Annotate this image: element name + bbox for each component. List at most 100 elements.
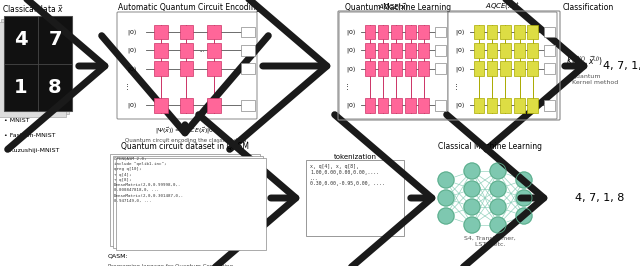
Text: Quantum circuit dataset in QASM: Quantum circuit dataset in QASM xyxy=(121,142,249,151)
Bar xyxy=(378,98,388,113)
Text: Automatic Quantum Circuit Encoding: Automatic Quantum Circuit Encoding xyxy=(118,3,260,12)
Bar xyxy=(378,61,388,76)
Circle shape xyxy=(490,217,506,233)
Bar xyxy=(241,27,255,37)
Circle shape xyxy=(464,199,480,215)
Bar xyxy=(4,16,72,111)
Circle shape xyxy=(438,172,454,188)
Text: 7: 7 xyxy=(48,30,61,49)
Text: $\vdots$: $\vdots$ xyxy=(344,82,349,92)
Circle shape xyxy=(438,208,454,224)
Bar xyxy=(391,61,401,76)
Text: $|0\rangle$: $|0\rangle$ xyxy=(346,64,356,74)
Circle shape xyxy=(464,163,480,179)
Text: • Kuzushiji-MNIST: • Kuzushiji-MNIST xyxy=(4,148,60,153)
Text: 4, 7, 1, 8: 4, 7, 1, 8 xyxy=(575,193,625,203)
FancyBboxPatch shape xyxy=(448,12,557,119)
Bar xyxy=(487,61,497,76)
Text: 8: 8 xyxy=(48,78,62,97)
Bar xyxy=(514,24,525,39)
Bar xyxy=(419,43,429,58)
Text: OPENQASM 2.0;
include "qelib1.inc";
qreg q[10];
+ q[4];
+ q[8];
DenseMatrix(2,0,: OPENQASM 2.0; include "qelib1.inc"; qreg… xyxy=(114,157,184,203)
Bar xyxy=(405,98,416,113)
Bar xyxy=(527,24,538,39)
Bar xyxy=(391,98,401,113)
Bar xyxy=(435,100,446,111)
Bar xyxy=(487,98,497,113)
Bar xyxy=(38,16,72,64)
Text: $|0\rangle$: $|0\rangle$ xyxy=(455,27,465,37)
Bar xyxy=(527,43,538,58)
Bar xyxy=(514,43,525,58)
Circle shape xyxy=(516,190,532,206)
Circle shape xyxy=(490,181,506,197)
Bar xyxy=(378,24,388,39)
Text: S4, Transformer,
LSTM etc.: S4, Transformer, LSTM etc. xyxy=(464,236,516,247)
Bar xyxy=(405,61,416,76)
Bar xyxy=(487,24,497,39)
Text: 4, 7, 1, 8: 4, 7, 1, 8 xyxy=(604,61,640,71)
Text: $|0\rangle$: $|0\rangle$ xyxy=(455,64,465,74)
Text: 4: 4 xyxy=(14,30,28,49)
Bar xyxy=(391,24,401,39)
Bar xyxy=(500,24,511,39)
Text: $|0\rangle$: $|0\rangle$ xyxy=(127,27,137,37)
Bar xyxy=(207,98,221,113)
Bar xyxy=(207,24,221,39)
Circle shape xyxy=(516,208,532,224)
Text: $|0\rangle$: $|0\rangle$ xyxy=(346,100,356,110)
Bar xyxy=(405,24,416,39)
Bar xyxy=(179,43,193,58)
Bar xyxy=(154,61,168,76)
Text: $\vdots$: $\vdots$ xyxy=(124,82,129,92)
Bar xyxy=(514,98,525,113)
Text: $|0\rangle$: $|0\rangle$ xyxy=(127,64,137,74)
Text: $|0\rangle$: $|0\rangle$ xyxy=(455,45,465,55)
Bar xyxy=(544,100,555,111)
Bar xyxy=(527,61,538,76)
Text: $K(\vec{x}^{(i)},\vec{x}^{(j)})$: $K(\vec{x}^{(i)},\vec{x}^{(j)})$ xyxy=(566,54,604,68)
Bar xyxy=(378,43,388,58)
Circle shape xyxy=(438,190,454,206)
Bar xyxy=(527,98,538,113)
Circle shape xyxy=(490,163,506,179)
FancyBboxPatch shape xyxy=(116,158,266,250)
Circle shape xyxy=(490,199,506,215)
Text: ...: ... xyxy=(199,48,204,53)
Text: $AQCE(\vec{x})$: $AQCE(\vec{x})$ xyxy=(378,1,409,13)
Bar xyxy=(154,24,168,39)
Bar xyxy=(514,61,525,76)
Bar xyxy=(405,43,416,58)
FancyBboxPatch shape xyxy=(113,156,263,248)
Text: $|\Psi(\vec{x})\rangle = AQCE(\vec{x})|0^n\rangle$: $|\Psi(\vec{x})\rangle = AQCE(\vec{x})|0… xyxy=(155,126,220,136)
FancyBboxPatch shape xyxy=(110,154,260,246)
Bar xyxy=(435,63,446,74)
Bar xyxy=(474,98,484,113)
Text: Programing langage for Quantum Computing.: Programing langage for Quantum Computing… xyxy=(108,264,235,266)
Text: $|0\rangle$: $|0\rangle$ xyxy=(346,27,356,37)
Bar xyxy=(207,43,221,58)
Bar xyxy=(38,64,72,111)
Text: • MNIST: • MNIST xyxy=(4,118,29,123)
Bar xyxy=(474,43,484,58)
Text: $\vdots$: $\vdots$ xyxy=(452,82,458,92)
Text: x, q[4], x, q[8],
1.00,0.00,0.00,0.00,....
...
0.30,0.00,-0.95,0.00, ....: x, q[4], x, q[8], 1.00,0.00,0.00,0.00,..… xyxy=(310,164,385,186)
Circle shape xyxy=(516,172,532,188)
FancyBboxPatch shape xyxy=(339,12,448,119)
Bar xyxy=(419,98,429,113)
Bar xyxy=(435,45,446,56)
Bar xyxy=(435,27,446,37)
Bar xyxy=(500,43,511,58)
Bar xyxy=(365,43,376,58)
Bar xyxy=(419,61,429,76)
Text: Quantum Machine Learning: Quantum Machine Learning xyxy=(345,3,451,12)
Text: Classical data $\vec{x}$: Classical data $\vec{x}$ xyxy=(2,3,64,15)
Bar xyxy=(241,63,255,74)
Bar xyxy=(1,19,69,114)
Bar xyxy=(207,61,221,76)
Text: QASM:: QASM: xyxy=(108,254,129,259)
Text: Classification: Classification xyxy=(563,3,614,12)
Bar xyxy=(544,63,555,74)
Bar xyxy=(419,24,429,39)
Text: $|0\rangle$: $|0\rangle$ xyxy=(346,45,356,55)
